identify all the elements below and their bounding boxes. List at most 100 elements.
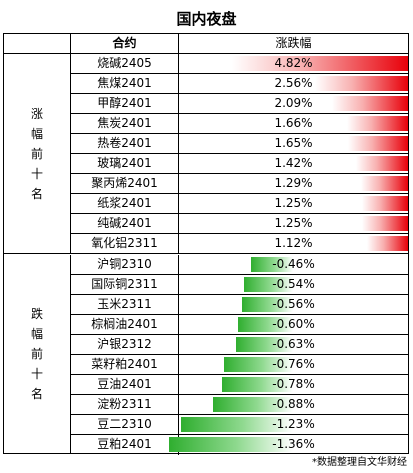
contract-name: 纯碱2401: [71, 214, 179, 233]
header-group-cell: [4, 34, 71, 53]
change-value: 2.09%: [274, 96, 313, 110]
gain-bar: [332, 96, 408, 111]
table-row: 焦煤2401 2.56%: [71, 74, 408, 94]
contract-name: 豆油2401: [71, 375, 179, 394]
change-value: -1.23%: [272, 417, 315, 431]
table-row: 菜籽粕2401 -0.76%: [71, 355, 408, 375]
change-value: 1.25%: [274, 216, 313, 230]
gain-bar: [315, 76, 408, 91]
change-value: 1.42%: [274, 156, 313, 170]
gain-bar: [348, 136, 408, 151]
losers-group: 跌幅前十名 沪铜2310 -0.46% 国际铜2311 -0.54% 玉米2311 -0.…: [4, 255, 408, 455]
change-value: 1.66%: [274, 116, 313, 130]
gainers-label: 涨幅前十名: [30, 106, 43, 201]
header-contract: 合约: [71, 34, 179, 53]
change-cell: 1.25%: [179, 214, 408, 233]
loss-bar: [244, 277, 293, 292]
contract-name: 豆粕2401: [71, 435, 179, 455]
change-value: -1.36%: [272, 437, 315, 451]
change-value: 1.65%: [274, 136, 313, 150]
change-value: -0.46%: [272, 257, 315, 271]
contract-name: 玉米2311: [71, 295, 179, 314]
change-cell: -0.46%: [179, 255, 408, 274]
contract-name: 烧碱2405: [71, 54, 179, 73]
losers-label: 跌幅前十名: [30, 307, 43, 401]
gain-bar: [347, 116, 408, 131]
change-cell: -0.78%: [179, 375, 408, 394]
table-row: 豆粕2401 -1.36%: [71, 435, 408, 455]
contract-name: 淀粉2311: [71, 395, 179, 414]
loss-bar: [222, 377, 293, 392]
change-cell: -1.23%: [179, 415, 408, 434]
contract-name: 聚丙烯2401: [71, 174, 179, 193]
gainers-label-cell: 涨幅前十名: [4, 54, 71, 253]
change-cell: 1.65%: [179, 134, 408, 153]
contract-name: 焦炭2401: [71, 114, 179, 133]
change-value: -0.63%: [272, 337, 315, 351]
change-cell: 4.82%: [179, 54, 408, 73]
loss-bar: [251, 257, 293, 272]
contract-name: 菜籽粕2401: [71, 355, 179, 374]
gain-bar: [367, 236, 408, 251]
loss-bar: [238, 317, 293, 332]
gain-bar: [361, 176, 408, 191]
table-row: 豆油2401 -0.78%: [71, 375, 408, 395]
header-change: 涨跌幅: [275, 36, 312, 50]
change-value: 1.12%: [274, 236, 313, 250]
table-row: 沪银2312 -0.63%: [71, 335, 408, 355]
gainers-group: 涨幅前十名 烧碱2405 4.82% 焦煤2401 2.56% 甲醇2401 2.09% 焦…: [4, 54, 408, 254]
loss-bar: [181, 417, 293, 432]
table-row: 氧化铝2311 1.12%: [71, 234, 408, 254]
change-value: -0.78%: [272, 377, 315, 391]
contract-name: 豆二2310: [71, 415, 179, 434]
table-row: 棕榈油2401 -0.60%: [71, 315, 408, 335]
change-value: 1.29%: [274, 176, 313, 190]
table-row: 纯碱2401 1.25%: [71, 214, 408, 234]
contract-name: 纸浆2401: [71, 194, 179, 213]
change-cell: -0.56%: [179, 295, 408, 314]
table-row: 聚丙烯2401 1.29%: [71, 174, 408, 194]
table-row: 玻璃2401 1.42%: [71, 154, 408, 174]
table-row: 甲醇2401 2.09%: [71, 94, 408, 114]
loss-bar: [213, 397, 293, 412]
table-row: 热卷2401 1.65%: [71, 134, 408, 154]
change-cell: -0.63%: [179, 335, 408, 354]
change-cell: 2.56%: [179, 74, 408, 93]
change-cell: 1.66%: [179, 114, 408, 133]
source-footnote: *数据整理自文华财经: [312, 457, 407, 468]
change-value: -0.88%: [272, 397, 315, 411]
contract-name: 氧化铝2311: [71, 234, 179, 254]
change-value: 4.82%: [274, 56, 313, 70]
change-cell: 1.29%: [179, 174, 408, 193]
table-row: 国际铜2311 -0.54%: [71, 275, 408, 295]
table-row: 纸浆2401 1.25%: [71, 194, 408, 214]
table-row: 沪铜2310 -0.46%: [71, 255, 408, 275]
gain-bar: [362, 196, 408, 211]
gain-bar: [356, 156, 408, 171]
contract-name: 甲醇2401: [71, 94, 179, 113]
gain-bar: [232, 56, 408, 71]
loss-bar: [236, 337, 293, 352]
table-row: 烧碱2405 4.82%: [71, 54, 408, 74]
change-value: 2.56%: [274, 76, 313, 90]
change-value: -0.76%: [272, 357, 315, 371]
change-cell: 2.09%: [179, 94, 408, 113]
table-row: 淀粉2311 -0.88%: [71, 395, 408, 415]
table-row: 焦炭2401 1.66%: [71, 114, 408, 134]
contract-name: 玻璃2401: [71, 154, 179, 173]
change-cell: -0.88%: [179, 395, 408, 414]
change-value: -0.54%: [272, 277, 315, 291]
contract-name: 热卷2401: [71, 134, 179, 153]
loss-bar: [169, 437, 293, 452]
change-cell: 1.25%: [179, 194, 408, 213]
page-title: 国内夜盘: [176, 10, 237, 28]
change-cell: 1.42%: [179, 154, 408, 173]
gainers-rows: 烧碱2405 4.82% 焦煤2401 2.56% 甲醇2401 2.09% 焦炭2401 1…: [71, 54, 408, 254]
losers-rows: 沪铜2310 -0.46% 国际铜2311 -0.54% 玉米2311 -0.56% 棕榈油…: [71, 255, 408, 455]
change-cell: -0.60%: [179, 315, 408, 334]
change-cell: 1.12%: [179, 234, 408, 254]
night-session-table: 合约 涨跌幅 涨幅前十名 烧碱2405 4.82% 焦煤2401 2.56% 甲醇240…: [3, 33, 409, 455]
change-value: -0.56%: [272, 297, 315, 311]
change-value: -0.60%: [272, 317, 315, 331]
loss-bar: [242, 297, 293, 312]
